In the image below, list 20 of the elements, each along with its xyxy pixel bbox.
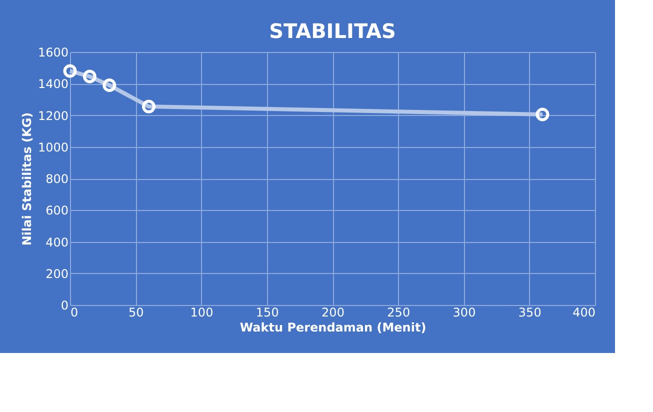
x-tick-label: 350 (518, 306, 542, 320)
y-tick-label: 1200 (38, 108, 68, 123)
x-tick-label: 0 (70, 306, 78, 320)
x-tick-label: 100 (190, 306, 214, 320)
x-tick-label: 200 (322, 306, 344, 320)
x-tick-label: 150 (256, 306, 279, 320)
y-tick-label: 1400 (38, 77, 68, 92)
x-tick-label: 400 (572, 306, 596, 320)
y-tick-label: 600 (46, 204, 68, 218)
x-tick-label: 50 (128, 306, 144, 320)
y-tick-label: 800 (46, 172, 68, 186)
y-tick-label: 200 (46, 266, 68, 281)
y-tick-label: 1000 (38, 140, 68, 154)
x-axis-title: Waktu Perendaman (Menit) (240, 320, 426, 334)
x-tick-label: 300 (452, 306, 476, 320)
y-tick-label: 1600 (38, 46, 68, 60)
y-axis-title: Nilai Stabilitas (KG) (20, 112, 34, 246)
y-tick-label: 400 (46, 235, 68, 250)
x-tick-label: 250 (387, 306, 410, 320)
chart-title: STABILITAS (269, 19, 396, 43)
